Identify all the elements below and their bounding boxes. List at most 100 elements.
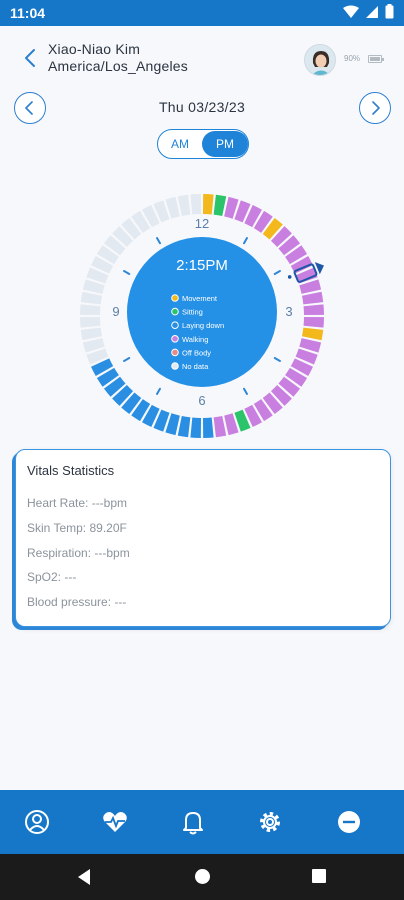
heart-pulse-icon: [103, 812, 127, 832]
ring-segment-walking: [278, 235, 301, 256]
ring-segment-walking: [290, 358, 313, 376]
ring-segment-nodata: [80, 327, 103, 341]
legend-label-lying: Laying down: [182, 321, 224, 330]
ring-segment-walking: [278, 376, 301, 397]
current-time-marker[interactable]: [287, 262, 324, 283]
vital-spo2: SpO2: ---: [27, 570, 77, 584]
activity-ring: [80, 194, 324, 438]
legend-label-offbody: Off Body: [182, 348, 211, 357]
bell-icon: [183, 812, 203, 835]
ring-segment-lying: [131, 399, 151, 422]
legend-swatch-movement: [171, 294, 179, 302]
hour-label-9: 9: [112, 304, 119, 319]
triangle-back-icon: [78, 869, 90, 885]
phone-battery-icon: [385, 4, 394, 19]
bottom-navigation: [0, 790, 404, 854]
legend-label-movement: Movement: [182, 294, 218, 303]
am-pm-toggle: AM PM: [157, 129, 249, 159]
chevron-right-icon: [372, 101, 380, 115]
legend-swatch-offbody: [171, 348, 179, 357]
nav-alerts-button[interactable]: [179, 808, 207, 836]
vitals-card: Vitals Statistics Heart Rate: ---bpm Ski…: [15, 449, 391, 627]
time-marker-dot: [287, 275, 292, 279]
hour-tick: [243, 237, 248, 245]
pm-option[interactable]: PM: [202, 131, 248, 157]
ring-segment-walking: [285, 245, 308, 265]
vital-skin-temp: Skin Temp: 89.20F: [27, 521, 127, 535]
gear-icon: [260, 812, 280, 832]
hour-tick: [123, 357, 131, 362]
ring-segment-walking: [295, 348, 318, 365]
vital-respiration: Respiration: ---bpm: [27, 546, 130, 560]
ring-segment-nodata: [80, 316, 101, 328]
ring-segment-nodata: [190, 194, 202, 215]
status-bar: 11:04: [0, 0, 404, 26]
system-back-button[interactable]: [76, 868, 92, 891]
ring-segment-walking: [224, 196, 239, 219]
signal-icon: [366, 5, 378, 18]
ring-segment-nodata: [142, 205, 160, 228]
square-recents-icon: [312, 869, 326, 883]
hour-tick: [273, 270, 281, 275]
ring-segment-walking: [290, 256, 313, 274]
hour-label-3: 3: [285, 304, 292, 319]
ring-segment-lying: [165, 413, 180, 436]
time-marker-frame: [293, 263, 318, 283]
ring-segment-walking: [213, 415, 227, 438]
ring-segment-nodata: [80, 291, 103, 305]
system-recents-button[interactable]: [311, 868, 327, 889]
ring-segment-walking: [244, 404, 262, 427]
legend-swatch-nodata: [171, 362, 179, 370]
minus-circle-icon: [338, 811, 360, 833]
hour-tick: [156, 387, 161, 395]
nav-vitals-button[interactable]: [101, 808, 129, 836]
ring-segment-walking: [262, 392, 283, 415]
ring-segment-nodata: [86, 348, 109, 365]
ring-segment-walking: [285, 367, 308, 387]
wifi-icon: [343, 5, 359, 18]
ring-segment-walking: [303, 304, 324, 316]
previous-day-button[interactable]: [14, 92, 46, 124]
nav-settings-button[interactable]: [256, 808, 284, 836]
vital-heart-rate: Heart Rate: ---bpm: [27, 496, 128, 510]
ring-segment-nodata: [153, 200, 170, 223]
ring-segment-nodata: [86, 267, 109, 284]
vitals-title: Vitals Statistics: [27, 463, 115, 478]
system-navigation-bar: [0, 854, 404, 900]
chevron-left-icon: [25, 101, 33, 115]
user-timezone: America/Los_Angeles: [48, 58, 188, 74]
device-battery-text: 90%: [344, 54, 361, 63]
ring-segment-lying: [190, 417, 202, 438]
ring-segment-movement: [202, 194, 214, 215]
hour-tick: [156, 237, 161, 245]
legend-label-sitting: Sitting: [182, 308, 203, 317]
dial-time: 2:15PM: [176, 257, 228, 274]
ring-segment-walking: [299, 338, 322, 353]
activity-dial: 2:15PM Movement Sitting Laying down Walking…: [80, 194, 324, 438]
ring-segment-lying: [91, 358, 114, 376]
system-home-button[interactable]: [194, 868, 211, 890]
avatar[interactable]: [304, 44, 336, 76]
ring-segment-sitting: [213, 194, 227, 217]
ring-segment-lying: [142, 404, 160, 427]
ring-segment-nodata: [82, 279, 105, 294]
back-button[interactable]: [24, 48, 42, 70]
ring-segment-lying: [112, 384, 134, 406]
app-screen: Xiao-Niao Kim America/Los_Angeles 90% Th…: [0, 26, 404, 790]
ring-segment-lying: [121, 392, 142, 415]
next-day-button[interactable]: [359, 92, 391, 124]
dial-legend: Movement Sitting Laying down Walking Off Bod…: [171, 294, 224, 371]
ring-segment-nodata: [131, 210, 151, 233]
ring-segment-lying: [103, 376, 126, 397]
legend-swatch-walking: [171, 335, 179, 343]
ring-segment-walking: [270, 226, 292, 248]
time-marker-pointer: [314, 262, 324, 275]
status-icons: [343, 4, 394, 19]
nav-more-button[interactable]: [335, 808, 363, 836]
status-time: 11:04: [10, 5, 46, 21]
am-option[interactable]: AM: [171, 137, 189, 151]
chevron-left-icon: [25, 49, 35, 67]
nav-profile-button[interactable]: [23, 808, 51, 836]
user-avatar-icon: [305, 45, 335, 75]
ring-segment-walking: [295, 267, 318, 284]
